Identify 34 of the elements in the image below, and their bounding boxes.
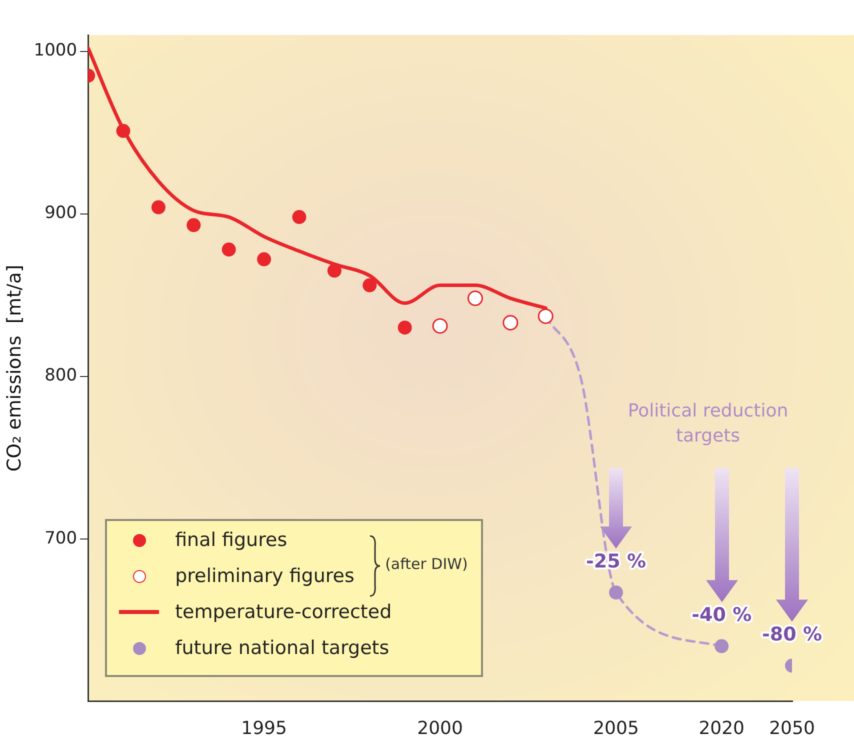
point	[467, 290, 483, 306]
annotation: Political reduction targets	[628, 400, 788, 447]
point	[398, 320, 412, 335]
point	[292, 210, 306, 224]
y-axis-title: CO₂ emissions [mt/a]	[3, 264, 26, 472]
point	[116, 124, 130, 138]
legend-label: preliminary figures	[175, 565, 354, 588]
legend-label: final figures	[175, 529, 288, 552]
x-tick-label: 2000	[417, 718, 463, 739]
x-tick-label: 2005	[593, 718, 639, 739]
annotation: -25 %	[586, 550, 646, 572]
annotation: -80 %	[762, 624, 822, 646]
legend-label: future national targets	[175, 637, 390, 660]
annotation: -40 %	[692, 604, 752, 626]
point	[257, 252, 272, 266]
y-tick-label: 800	[44, 366, 78, 386]
y-tick-label: 900	[44, 203, 78, 224]
point	[432, 318, 448, 334]
point	[327, 264, 342, 278]
x-tick-label: 2050	[769, 718, 815, 739]
point	[151, 200, 166, 214]
x-tick-label: 2020	[698, 718, 745, 739]
point	[538, 308, 554, 324]
point	[502, 314, 518, 330]
x-tick-label: 1995	[241, 718, 287, 739]
point	[609, 586, 624, 600]
point	[362, 278, 377, 292]
point	[714, 639, 729, 654]
y-tick-label: 1000	[34, 40, 78, 61]
point	[222, 242, 236, 257]
point	[186, 218, 201, 232]
y-tick-label: 700	[44, 528, 78, 548]
legend-label: temperature-corrected	[175, 601, 392, 624]
annotation: (after DIW)	[385, 555, 468, 574]
